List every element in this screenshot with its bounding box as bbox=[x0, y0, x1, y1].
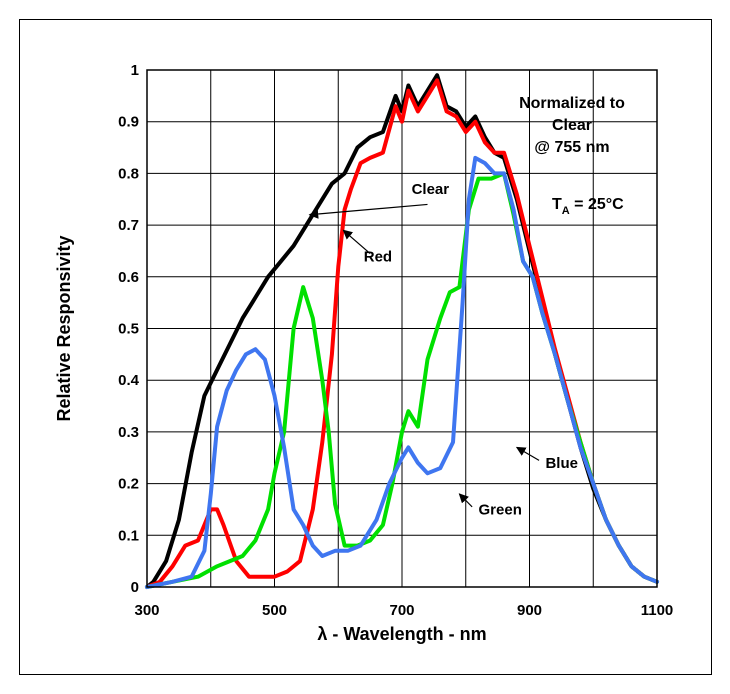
series-group bbox=[145, 73, 659, 589]
note-normalized-line1: Normalized to bbox=[519, 95, 625, 112]
y-tick-label: 1 bbox=[131, 62, 139, 79]
chart-frame bbox=[19, 19, 712, 675]
y-tick-label: 0.7 bbox=[118, 217, 139, 234]
annotation-arrow-clear bbox=[308, 203, 428, 219]
y-tick-label: 0.2 bbox=[118, 476, 139, 493]
note-temperature: TA = 25°C bbox=[552, 196, 624, 217]
x-tick-labels: 300 500 700 900 1100 bbox=[134, 602, 673, 619]
note-normalized-line3: @ 755 nm bbox=[534, 139, 609, 156]
y-tick-label: 0.1 bbox=[118, 527, 139, 544]
x-tick-label: 700 bbox=[389, 602, 414, 619]
x-tick-label: 1100 bbox=[641, 602, 674, 619]
x-tick-label: 500 bbox=[262, 602, 287, 619]
y-axis-label: Relative Responsivity bbox=[54, 235, 74, 421]
x-tick-label: 300 bbox=[134, 602, 159, 619]
annotations: Clear Red Blue Green bbox=[308, 181, 578, 519]
annotation-arrow-green bbox=[458, 493, 473, 508]
plot-border bbox=[146, 69, 658, 588]
annotation-arrow-blue bbox=[515, 446, 540, 461]
y-tick-label: 0.4 bbox=[118, 372, 140, 389]
note-normalized-line2: Clear bbox=[552, 117, 592, 134]
annotation-blue: Blue bbox=[545, 455, 578, 472]
y-tick-label: 0 bbox=[131, 579, 139, 596]
series-line-blue bbox=[145, 155, 659, 589]
temp-prefix: T bbox=[552, 196, 562, 213]
x-axis-label: λ - Wavelength - nm bbox=[317, 624, 486, 644]
annotation-arrow-red bbox=[342, 229, 371, 254]
y-tick-label: 0.6 bbox=[118, 269, 139, 286]
y-tick-label: 0.9 bbox=[118, 114, 139, 131]
temp-subscript: A bbox=[562, 205, 570, 217]
x-tick-label: 900 bbox=[517, 602, 542, 619]
annotation-clear: Clear bbox=[412, 181, 450, 198]
annotation-red: Red bbox=[364, 248, 392, 265]
temp-suffix: = 25°C bbox=[570, 196, 624, 213]
y-tick-label: 0.5 bbox=[118, 321, 139, 338]
y-tick-label: 0.3 bbox=[118, 424, 139, 441]
y-tick-labels: 0 0.1 0.2 0.3 0.4 0.5 0.6 0.7 0.8 0.9 1 bbox=[118, 62, 140, 596]
annotation-green: Green bbox=[479, 502, 522, 519]
y-tick-label: 0.8 bbox=[118, 165, 139, 182]
